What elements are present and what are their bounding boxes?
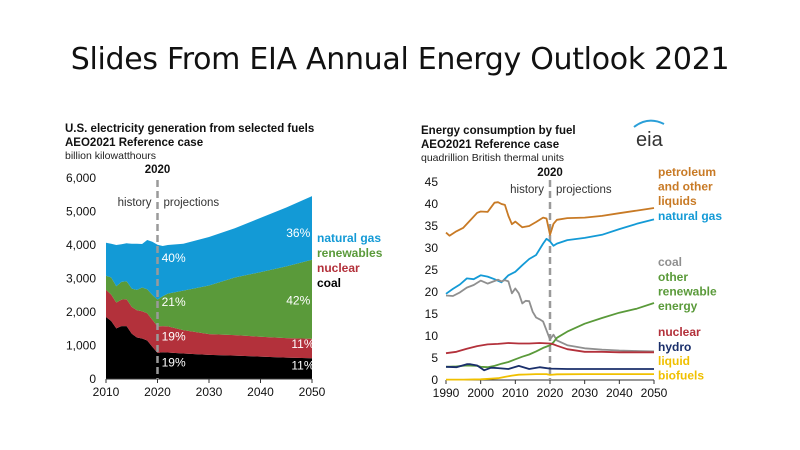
right-projection-label: projections (556, 184, 612, 196)
line-petroleum-and-other-liquids (445, 201, 655, 237)
right-x-tick-label: 2000 (467, 386, 494, 400)
left-x-tick-label: 2030 (196, 385, 223, 399)
right-x-tick-label: 2050 (641, 386, 668, 400)
left-x-tick-label: 2010 (93, 385, 120, 399)
right-y-tick-label: 35 (425, 219, 439, 233)
left-percent-label: 36% (286, 226, 310, 240)
left-percent-label: 19% (162, 356, 186, 370)
right-legend-coal: coal (658, 255, 682, 269)
right-chart-title: Energy consumption by fuel (421, 125, 576, 137)
right-legend-natural-gas: natural gas (658, 209, 722, 223)
right-y-tick-label: 10 (425, 329, 439, 343)
line-hydro (445, 363, 654, 372)
area-coal (106, 317, 312, 379)
right-x-tick-label: 2030 (571, 386, 598, 400)
right-legend-line: hydro (658, 340, 691, 354)
right-y-tick-label: 5 (431, 351, 438, 365)
right-y-tick-label: 30 (425, 241, 439, 255)
left-y-tick-label: 0 (89, 372, 96, 386)
right-legend-line: renewable (658, 285, 717, 299)
right-history-label: history (510, 184, 544, 196)
left-y-tick-label: 3,000 (66, 272, 96, 286)
left-x-tick-label: 2020 (144, 385, 171, 399)
right-legend-line: and other (658, 180, 713, 194)
left-percent-label: 21% (162, 295, 186, 309)
left-chart-unit: billion kilowatthours (65, 150, 156, 162)
left-projection-label: projections (164, 197, 220, 209)
eia-logo: eia (633, 119, 665, 151)
eia-logo-arc (633, 119, 665, 128)
left-percent-label: 40% (162, 251, 186, 265)
left-y-tick-label: 6,000 (66, 171, 96, 185)
right-legend-line: liquid (658, 354, 690, 368)
right-legend-line: liquids (658, 194, 697, 208)
left-y-tick-label: 5,000 (66, 205, 96, 219)
left-percent-label: 11% (291, 359, 314, 373)
right-y-tick-label: 20 (425, 285, 439, 299)
right-legend-line: coal (658, 255, 682, 269)
left-history-label: history (118, 197, 152, 209)
left-y-tick-label: 4,000 (66, 238, 96, 252)
right-legend-nuclear: nuclear (658, 325, 701, 339)
right-y-tick-label: 25 (425, 263, 439, 277)
right-divider-label: 2020 (537, 167, 563, 179)
right-legend-line: natural gas (658, 209, 722, 223)
right-chart-subtitle: AEO2021 Reference case (421, 139, 559, 151)
left-percent-label: 11% (291, 337, 314, 351)
left-legend-natural-gas: natural gas (317, 231, 381, 245)
eia-logo-text: eia (636, 129, 664, 151)
left-x-tick-label: 2040 (247, 385, 274, 399)
slide-title: Slides From EIA Annual Energy Outlook 20… (70, 42, 730, 77)
left-chart-title: U.S. electricity generation from selecte… (65, 123, 314, 135)
left-divider-label: 2020 (145, 164, 171, 176)
area-renewables (106, 259, 312, 339)
right-chart-unit: quadrillion British thermal units (421, 152, 564, 164)
right-legend-line: nuclear (658, 325, 701, 339)
right-legend-line: petroleum (658, 165, 716, 179)
left-y-tick-label: 1,000 (66, 339, 96, 353)
right-y-tick-label: 0 (431, 373, 438, 387)
area-nuclear (106, 289, 312, 359)
right-legend-line: biofuels (658, 369, 704, 383)
right-y-tick-label: 45 (425, 175, 439, 189)
left-legend-nuclear: nuclear (317, 261, 360, 275)
right-x-tick-label: 2010 (502, 386, 529, 400)
left-percent-label: 19% (162, 329, 186, 343)
right-x-tick-label: 2040 (606, 386, 633, 400)
left-y-tick-label: 2,000 (66, 305, 96, 319)
line-natural-gas (445, 218, 655, 295)
left-x-tick-label: 2050 (299, 385, 326, 399)
right-x-tick-label: 2020 (537, 386, 564, 400)
line-nuclear (445, 342, 654, 355)
line-liquid-biofuels (446, 373, 654, 381)
left-chart-subtitle: AEO2021 Reference case (65, 137, 203, 149)
right-y-tick-label: 15 (425, 307, 439, 321)
right-x-tick-label: 1990 (433, 386, 460, 400)
right-y-tick-label: 40 (425, 197, 439, 211)
right-legend-line: energy (658, 299, 698, 313)
right-legend-hydro: hydro (658, 340, 691, 354)
left-legend-renewables: renewables (317, 246, 383, 260)
left-legend-coal: coal (317, 276, 341, 290)
line-coal (445, 278, 655, 353)
left-percent-label: 42% (286, 294, 310, 308)
right-legend-line: other (658, 270, 688, 284)
